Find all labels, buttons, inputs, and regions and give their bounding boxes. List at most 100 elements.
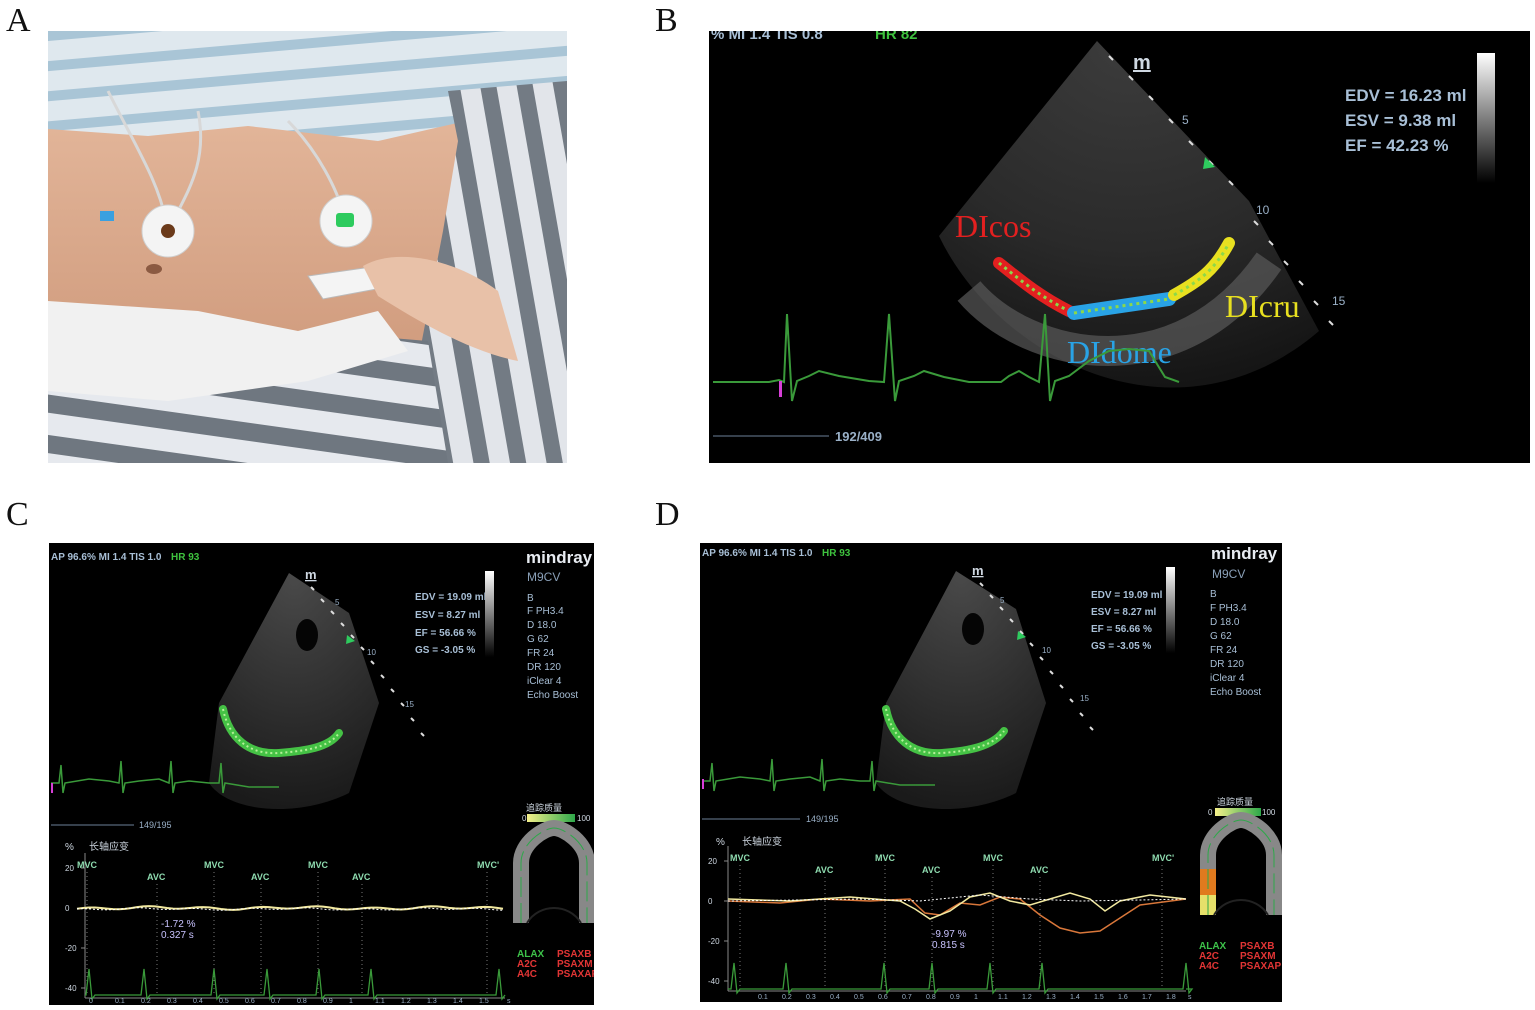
time-tick-label: 1.3: [427, 998, 437, 1005]
probe-marker: m: [305, 567, 317, 582]
view-psaxap[interactable]: PSAXAP: [557, 969, 594, 980]
svg-text:B: B: [527, 593, 534, 604]
strain-unit: %: [716, 837, 725, 848]
svg-text:F PH3.4: F PH3.4: [1210, 603, 1247, 614]
strain-unit: %: [65, 842, 74, 853]
time-tick-label: 1.5: [479, 998, 489, 1005]
time-tick-label: 0.7: [902, 994, 912, 1001]
tracking-quality-title: 追踪质量: [1217, 796, 1253, 807]
time-tick-label: 0: [89, 998, 93, 1005]
time-tick-label: 1.3: [1046, 994, 1056, 1001]
panel-label-b: B: [655, 2, 678, 39]
strain-readout-time: 0.327 s: [161, 930, 194, 941]
y-tick-label: -20: [708, 937, 720, 946]
heart-rate: HR 82: [875, 31, 918, 43]
model-name: M9CV: [527, 570, 560, 584]
time-tick-label: 1.7: [1142, 994, 1152, 1001]
model-name: M9CV: [1212, 567, 1245, 581]
time-tick-label: 1.1: [375, 998, 385, 1005]
svg-text:GS = -3.05 %: GS = -3.05 %: [1091, 641, 1151, 652]
svg-text:EF = 56.66 %: EF = 56.66 %: [415, 628, 476, 639]
y-tick-label: 20: [65, 864, 74, 873]
ecg-trace: [51, 760, 279, 794]
scale-min: 0: [522, 814, 527, 823]
svg-text:EDV = 19.09 ml: EDV = 19.09 ml: [415, 592, 487, 603]
echo-header: AP 96.6% MI 1.4 TIS 1.0: [702, 548, 813, 559]
tracking-quality-bar: [1215, 808, 1261, 816]
measure-esv: ESV = 9.38 ml: [1345, 111, 1456, 130]
measurements: EDV = 19.09 ml ESV = 8.27 ml EF = 56.66 …: [415, 592, 487, 656]
time-tick-label: 0.3: [167, 998, 177, 1005]
view-a2c[interactable]: A2C: [1199, 951, 1219, 962]
depth-tick-10: 10: [1042, 646, 1051, 655]
echo-panel-c: AP 96.6% MI 1.4 TIS 1.0 HR 93 mindray M9…: [49, 543, 594, 1005]
scale-max: 100: [577, 814, 591, 823]
view-psaxb[interactable]: PSAXB: [557, 949, 591, 960]
time-tick-label: 0.8: [297, 998, 307, 1005]
ecg-cursor: [702, 779, 704, 789]
depth-tick-10: 10: [1256, 203, 1270, 217]
strain-curve: [727, 896, 1187, 934]
depth-tick-5: 5: [335, 598, 340, 607]
time-tick-label: 0.1: [758, 994, 768, 1001]
view-psaxb[interactable]: PSAXB: [1240, 941, 1274, 952]
strain-title: 长轴应变: [89, 840, 129, 853]
event-label: MVC: [204, 860, 225, 870]
time-tick-label: 1.5: [1094, 994, 1104, 1001]
strain-curve: [76, 907, 504, 911]
view-psaxm[interactable]: PSAXM: [1240, 951, 1276, 962]
view-a4c[interactable]: A4C: [517, 969, 537, 980]
y-tick-label: -40: [65, 984, 77, 993]
ecg-trace: [713, 313, 1180, 402]
panel-label-d: D: [655, 496, 680, 533]
panel-label-a: A: [6, 2, 31, 39]
panel-label-c: C: [6, 496, 29, 533]
echo-sector: [876, 571, 1046, 810]
time-tick-label: 1.2: [1022, 994, 1032, 1001]
scale-min: 0: [1208, 808, 1213, 817]
measurements: EDV = 19.09 ml ESV = 8.27 ml EF = 56.66 …: [1091, 590, 1163, 652]
svg-text:B: B: [1210, 589, 1217, 600]
time-tick-label: 1.2: [401, 998, 411, 1005]
svg-text:G 62: G 62: [527, 634, 549, 645]
time-tick-label: 0.5: [219, 998, 229, 1005]
view-psaxap[interactable]: PSAXAP: [1240, 961, 1281, 972]
echo-panel-b: % MI 1.4 TIS 0.8 HR 82 m 5 10 15 EDV = 1…: [709, 31, 1530, 463]
echo-panel-d: AP 96.6% MI 1.4 TIS 1.0 HR 93 mindray M9…: [700, 543, 1282, 1002]
view-a4c[interactable]: A4C: [1199, 961, 1219, 972]
frame-counter: 149/195: [806, 814, 839, 824]
scale-max: 100: [1262, 808, 1276, 817]
time-tick-label: 0.5: [854, 994, 864, 1001]
view-psaxm[interactable]: PSAXM: [557, 959, 593, 970]
bottom-ecg-trace: [728, 962, 1194, 995]
svg-text:F PH3.4: F PH3.4: [527, 606, 564, 617]
time-tick-label: 0.9: [950, 994, 960, 1001]
frame-counter: 149/195: [139, 820, 172, 830]
y-tick-label: 20: [708, 857, 717, 866]
svg-text:EF = 56.66 %: EF = 56.66 %: [1091, 624, 1152, 635]
view-alax[interactable]: ALAX: [517, 949, 545, 960]
time-tick-label: 0.6: [878, 994, 888, 1001]
time-tick-label: 1: [974, 994, 978, 1001]
svg-text:iClear 4: iClear 4: [1210, 673, 1245, 684]
heart-rate: HR 93: [171, 552, 200, 563]
svg-text:FR 24: FR 24: [527, 648, 555, 659]
bottom-ecg-trace: [85, 968, 506, 1001]
imaging-params: B F PH3.4 D 18.0 G 62 FR 24 DR 120 iClea…: [527, 593, 578, 701]
depth-tick-15: 15: [1332, 294, 1346, 308]
y-tick-label: -40: [708, 977, 720, 986]
strain-readout-time: 0.815 s: [932, 940, 965, 951]
time-tick-label: 0.3: [806, 994, 816, 1001]
svg-text:EDV = 19.09 ml: EDV = 19.09 ml: [1091, 590, 1163, 601]
view-a2c[interactable]: A2C: [517, 959, 537, 970]
time-tick-label: 0.6: [245, 998, 255, 1005]
measure-ef: EF = 42.23 %: [1345, 136, 1448, 155]
depth-tick-10: 10: [367, 648, 376, 657]
event-label: MVC: [875, 853, 896, 863]
time-tick-label: 0.1: [115, 998, 125, 1005]
view-alax[interactable]: ALAX: [1199, 941, 1227, 952]
grayscale-bar: [485, 571, 494, 657]
event-label: MVC: [308, 860, 329, 870]
brand-logo: mindray: [1211, 544, 1278, 563]
